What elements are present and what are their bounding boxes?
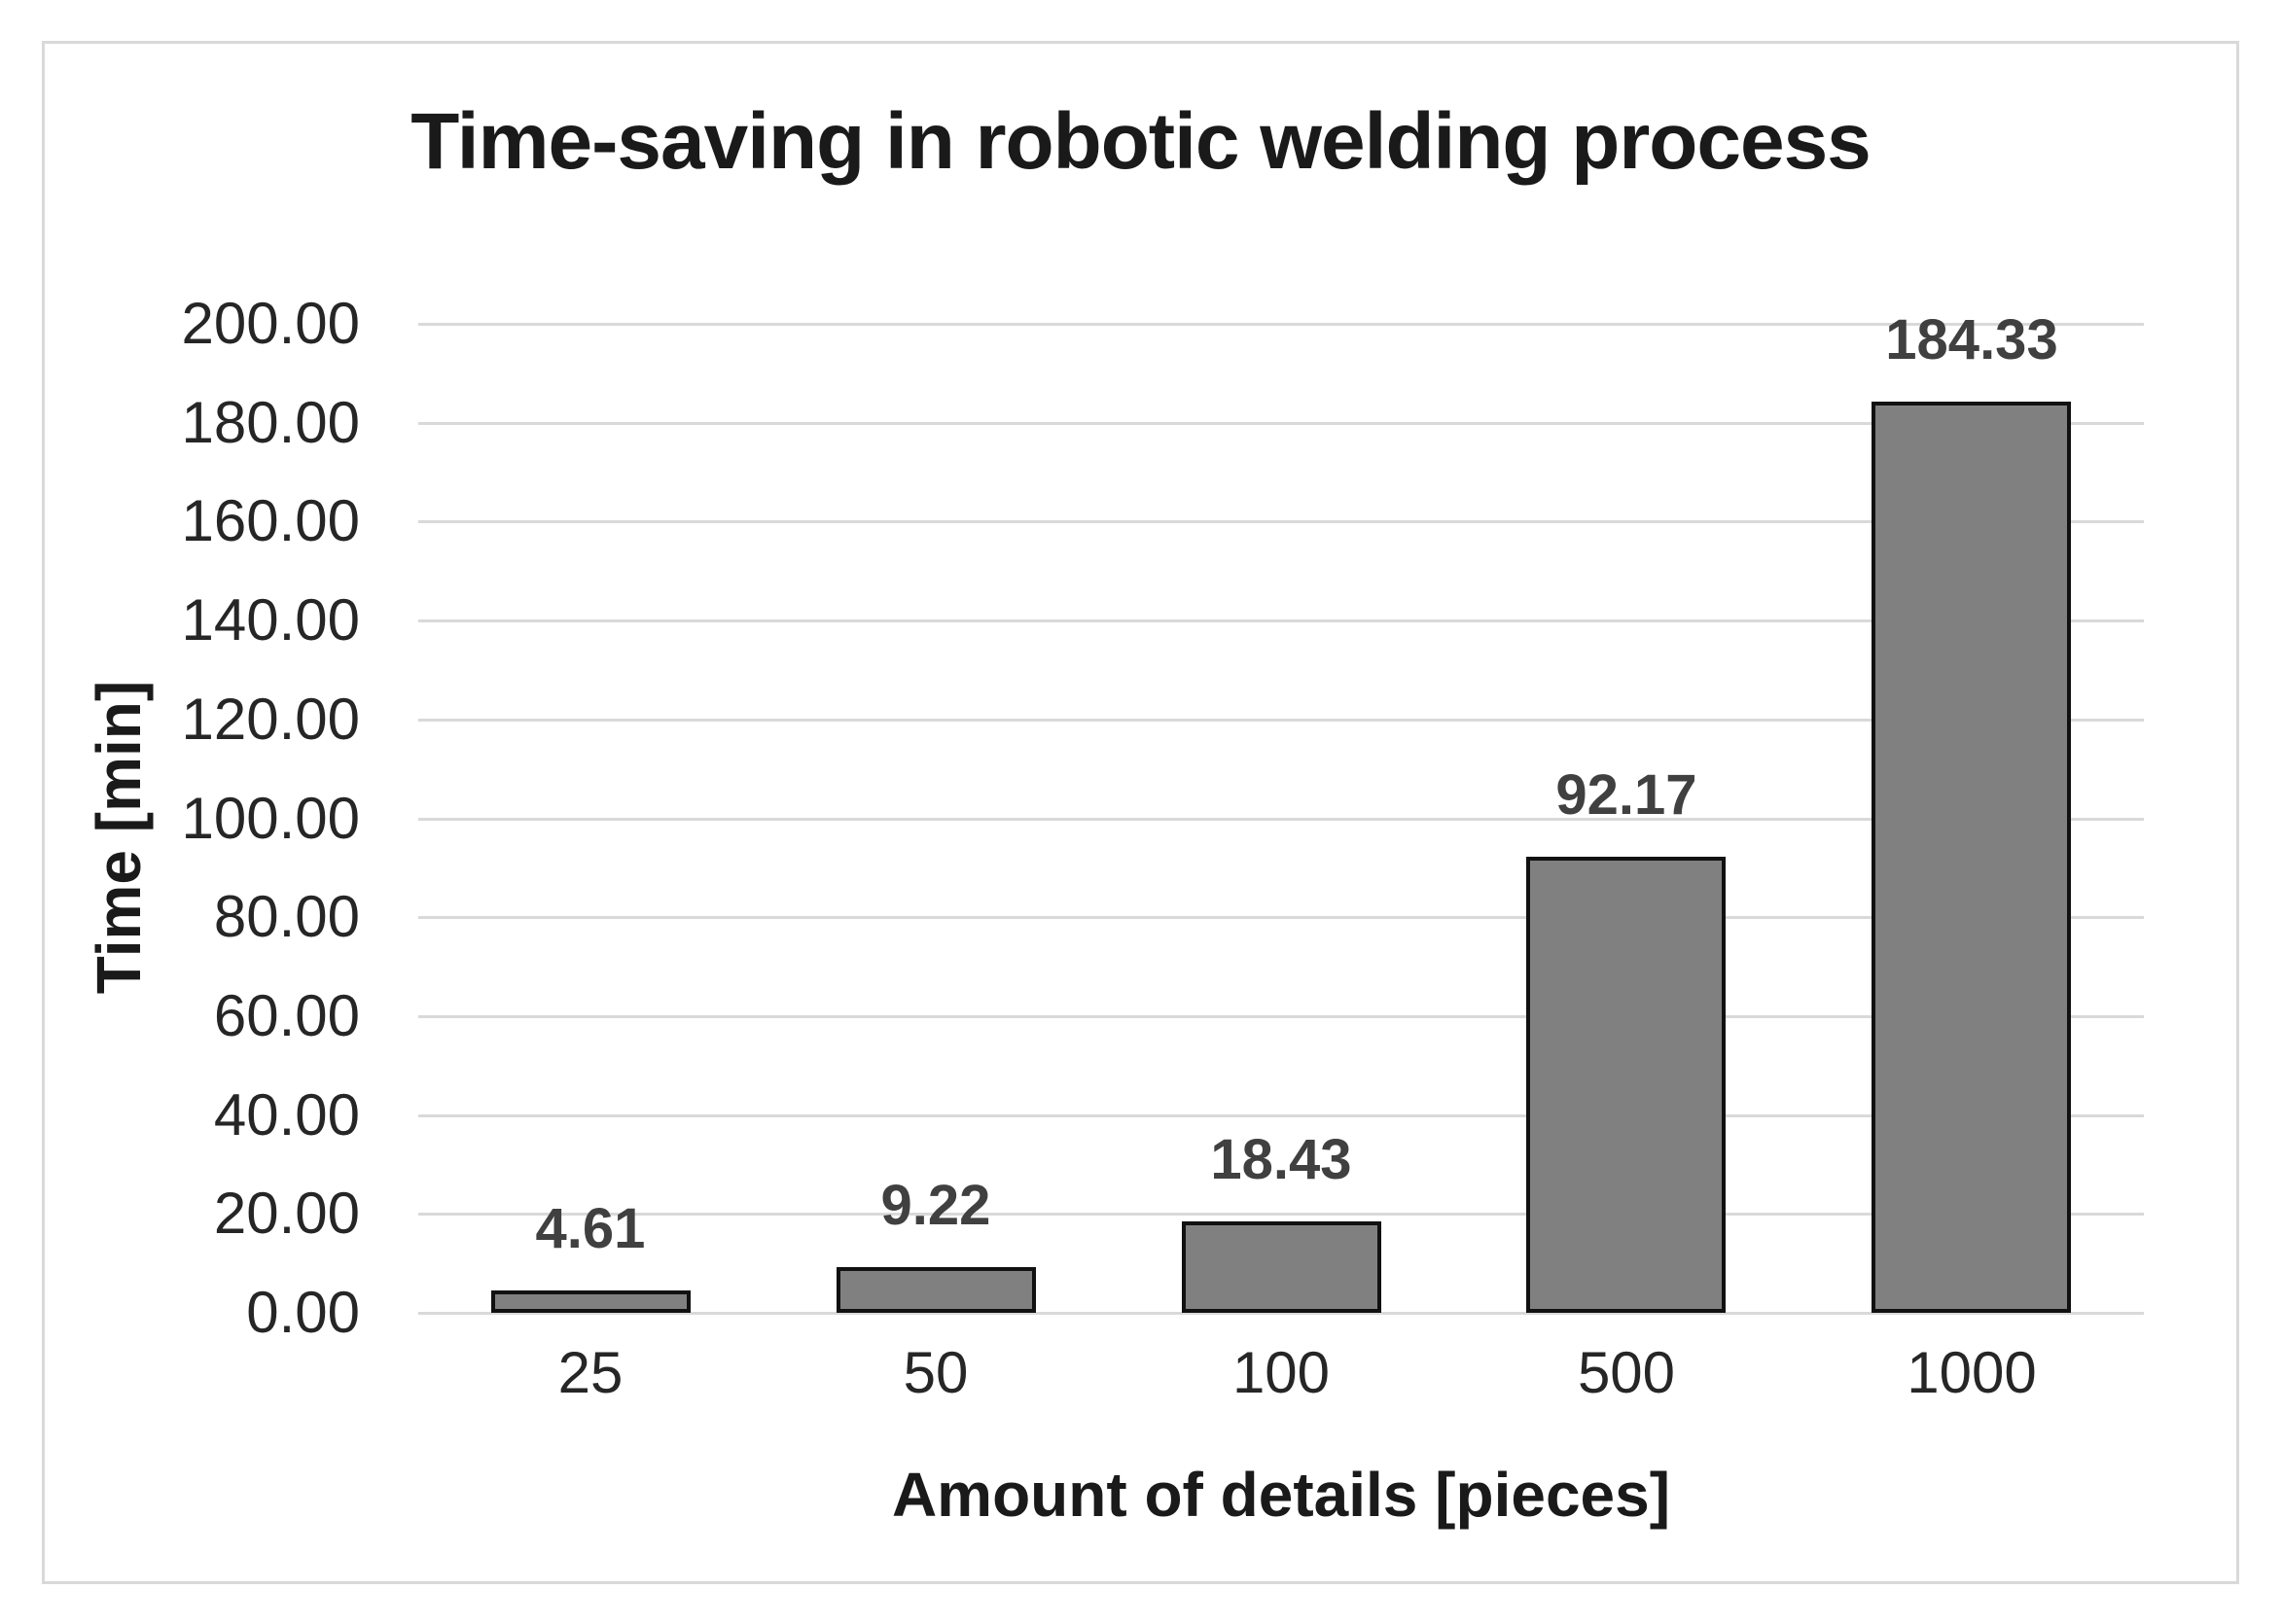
y-gridline: [418, 818, 2144, 821]
bar-value-label: 4.61: [535, 1197, 646, 1260]
y-tick-label: 100.00: [181, 786, 360, 851]
y-gridline: [418, 1312, 2144, 1315]
bar-value-label: 92.17: [1555, 763, 1697, 827]
x-category-label: 100: [1231, 1340, 1331, 1405]
y-tick-label: 180.00: [181, 390, 360, 455]
y-gridline: [418, 916, 2144, 919]
y-gridline: [418, 1114, 2144, 1117]
y-tick-label: 80.00: [213, 884, 360, 949]
y-gridline: [418, 719, 2144, 722]
x-category-label: 500: [1577, 1340, 1676, 1405]
y-tick-label: 40.00: [213, 1082, 360, 1147]
y-tick-label: 160.00: [181, 488, 360, 553]
y-tick-label: 140.00: [181, 587, 360, 653]
x-category-label: 1000: [1907, 1340, 2037, 1405]
y-tick-label: 20.00: [213, 1181, 360, 1246]
y-gridline: [418, 323, 2144, 326]
y-tick-label: 200.00: [181, 291, 360, 356]
chart-title: Time-saving in robotic welding process: [410, 97, 1872, 186]
y-gridline: [418, 619, 2144, 622]
y-gridline: [418, 1015, 2144, 1018]
bar: [837, 1267, 1036, 1313]
x-axis-title: Amount of details [pieces]: [891, 1460, 1671, 1530]
bar: [491, 1290, 691, 1313]
bar: [1182, 1221, 1381, 1313]
y-tick-label: 120.00: [181, 687, 360, 752]
y-tick-label: 0.00: [246, 1280, 360, 1345]
bar-value-label: 18.43: [1210, 1128, 1352, 1191]
y-axis-title: Time [min]: [84, 680, 154, 995]
y-gridline: [418, 422, 2144, 425]
x-category-label: 50: [903, 1340, 969, 1405]
y-gridline: [418, 1213, 2144, 1216]
bar-value-label: 9.22: [880, 1174, 991, 1237]
y-gridline: [418, 520, 2144, 523]
bar-value-label: 184.33: [1885, 308, 2058, 371]
x-category-label: 25: [557, 1340, 624, 1405]
y-tick-label: 60.00: [213, 983, 360, 1048]
bar: [1872, 402, 2071, 1313]
bar: [1526, 857, 1726, 1313]
